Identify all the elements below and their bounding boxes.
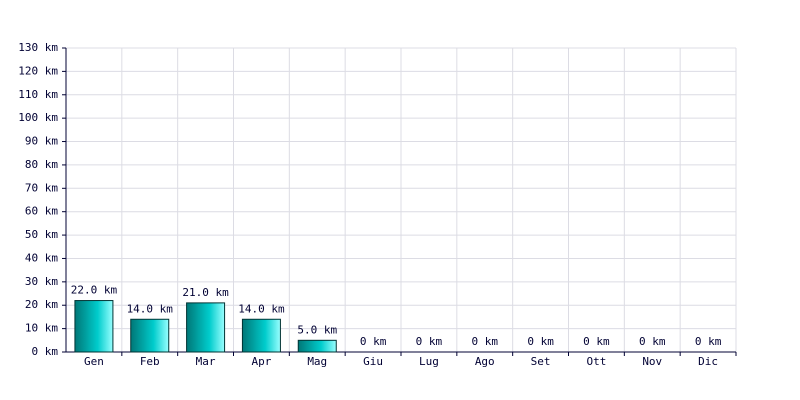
y-tick-label: 100 km (18, 111, 58, 124)
x-tick-label: Apr (251, 355, 271, 368)
bar (186, 302, 226, 353)
y-tick-label: 130 km (18, 41, 58, 54)
value-label: 0 km (695, 335, 722, 348)
x-tick-label: Lug (419, 355, 439, 368)
y-tick-label: 20 km (25, 298, 58, 311)
y-tick-label: 90 km (25, 135, 58, 148)
y-tick-label: 30 km (25, 275, 58, 288)
value-label: 0 km (583, 335, 610, 348)
value-label: 5.0 km (297, 323, 337, 336)
y-tick-label: 80 km (25, 158, 58, 171)
x-tick-label: Giu (363, 355, 383, 368)
value-label: 14.0 km (238, 302, 285, 315)
x-tick-label: Ago (475, 355, 495, 368)
x-tick-label: Set (531, 355, 551, 368)
x-tick-label: Mag (307, 355, 327, 368)
x-tick-label: Ott (586, 355, 606, 368)
value-label: 0 km (416, 335, 443, 348)
x-tick-label: Mar (196, 355, 216, 368)
y-tick-label: 60 km (25, 205, 58, 218)
bar (297, 339, 337, 353)
y-tick-label: 120 km (18, 64, 58, 77)
y-tick-label: 10 km (25, 322, 58, 335)
value-label: 0 km (360, 335, 387, 348)
y-tick-label: 70 km (25, 181, 58, 194)
value-label: 0 km (639, 335, 666, 348)
x-tick-label: Nov (642, 355, 662, 368)
x-tick-label: Dic (698, 355, 718, 368)
value-label: 21.0 km (182, 286, 229, 299)
value-label: 0 km (472, 335, 499, 348)
value-label: 14.0 km (127, 302, 174, 315)
x-tick-label: Feb (140, 355, 160, 368)
y-tick-label: 110 km (18, 88, 58, 101)
y-tick-label: 50 km (25, 228, 58, 241)
x-tick-label: Gen (84, 355, 104, 368)
y-tick-label: 40 km (25, 251, 58, 264)
y-tick-label: 0 km (32, 345, 59, 358)
bar (74, 300, 114, 353)
bar (241, 318, 281, 353)
bar (130, 318, 170, 353)
value-label: 22.0 km (71, 284, 118, 297)
value-label: 0 km (527, 335, 554, 348)
